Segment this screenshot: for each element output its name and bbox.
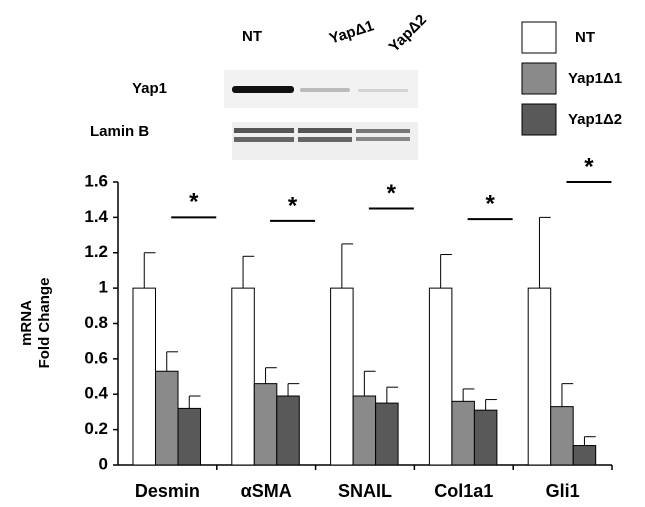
blot-band xyxy=(356,137,410,141)
bar xyxy=(428,287,453,466)
blot-row-label: Yap1 xyxy=(132,80,167,97)
bar xyxy=(276,395,300,466)
x-tick-label: αSMA xyxy=(241,481,292,501)
x-tick-label: Desmin xyxy=(135,481,200,501)
y-tick-label: 0.8 xyxy=(84,313,108,332)
bar xyxy=(352,395,377,466)
bar xyxy=(132,287,156,466)
significance-mark: * xyxy=(189,189,199,216)
bar xyxy=(473,409,498,466)
bar xyxy=(527,287,552,466)
blot-band xyxy=(358,89,408,92)
bar xyxy=(451,400,475,466)
bar xyxy=(231,287,255,466)
bar xyxy=(253,383,278,466)
blot-band xyxy=(234,137,294,142)
y-tick-label: 0 xyxy=(99,454,108,473)
legend-label: NT xyxy=(575,29,595,46)
y-tick-label: 0.4 xyxy=(84,384,108,403)
y-tick-label: 0.2 xyxy=(84,419,108,438)
y-axis-label-line: Fold Change xyxy=(36,278,53,369)
significance-mark: * xyxy=(288,192,298,219)
blot-band xyxy=(234,128,294,133)
bar xyxy=(550,406,574,466)
y-tick-label: 1.4 xyxy=(84,207,108,226)
y-axis-label-line: mRNA xyxy=(18,300,35,346)
blot-lane-label: YapΔ2 xyxy=(386,11,430,55)
x-tick-label: Gli1 xyxy=(546,481,580,501)
blot-band xyxy=(298,128,352,133)
blot-lane-label: NT xyxy=(242,28,262,45)
blot-band xyxy=(356,129,410,133)
blot-row-label: Lamin B xyxy=(90,123,149,140)
legend-swatch xyxy=(521,21,557,54)
blot-band xyxy=(298,137,352,142)
x-tick-label: SNAIL xyxy=(338,481,392,501)
western-blot: NT YapΔ1 YapΔ2 Yap1 Lamin B xyxy=(90,11,430,160)
bar xyxy=(330,287,354,466)
y-tick-label: 0.6 xyxy=(84,348,108,367)
legend-label: Yap1Δ1 xyxy=(568,70,622,87)
bar xyxy=(177,407,201,466)
legend-label: Yap1Δ2 xyxy=(568,111,622,128)
bar xyxy=(572,445,597,466)
y-axis-label: mRNAFold Change xyxy=(18,278,53,369)
y-tick-label: 1.6 xyxy=(84,171,108,190)
y-tick-label: 1.2 xyxy=(84,242,108,261)
blot-lane-label: YapΔ1 xyxy=(327,17,376,47)
legend-swatch xyxy=(521,62,557,95)
significance-mark: * xyxy=(485,190,495,217)
significance-mark: * xyxy=(584,153,594,180)
blot-band xyxy=(232,86,294,93)
significance-mark: * xyxy=(387,180,397,207)
blot-band xyxy=(300,88,350,92)
y-tick-label: 1 xyxy=(99,278,108,297)
x-tick-label: Col1a1 xyxy=(434,481,493,501)
bar xyxy=(375,402,399,466)
bar xyxy=(155,370,179,466)
legend-swatch xyxy=(521,103,557,136)
